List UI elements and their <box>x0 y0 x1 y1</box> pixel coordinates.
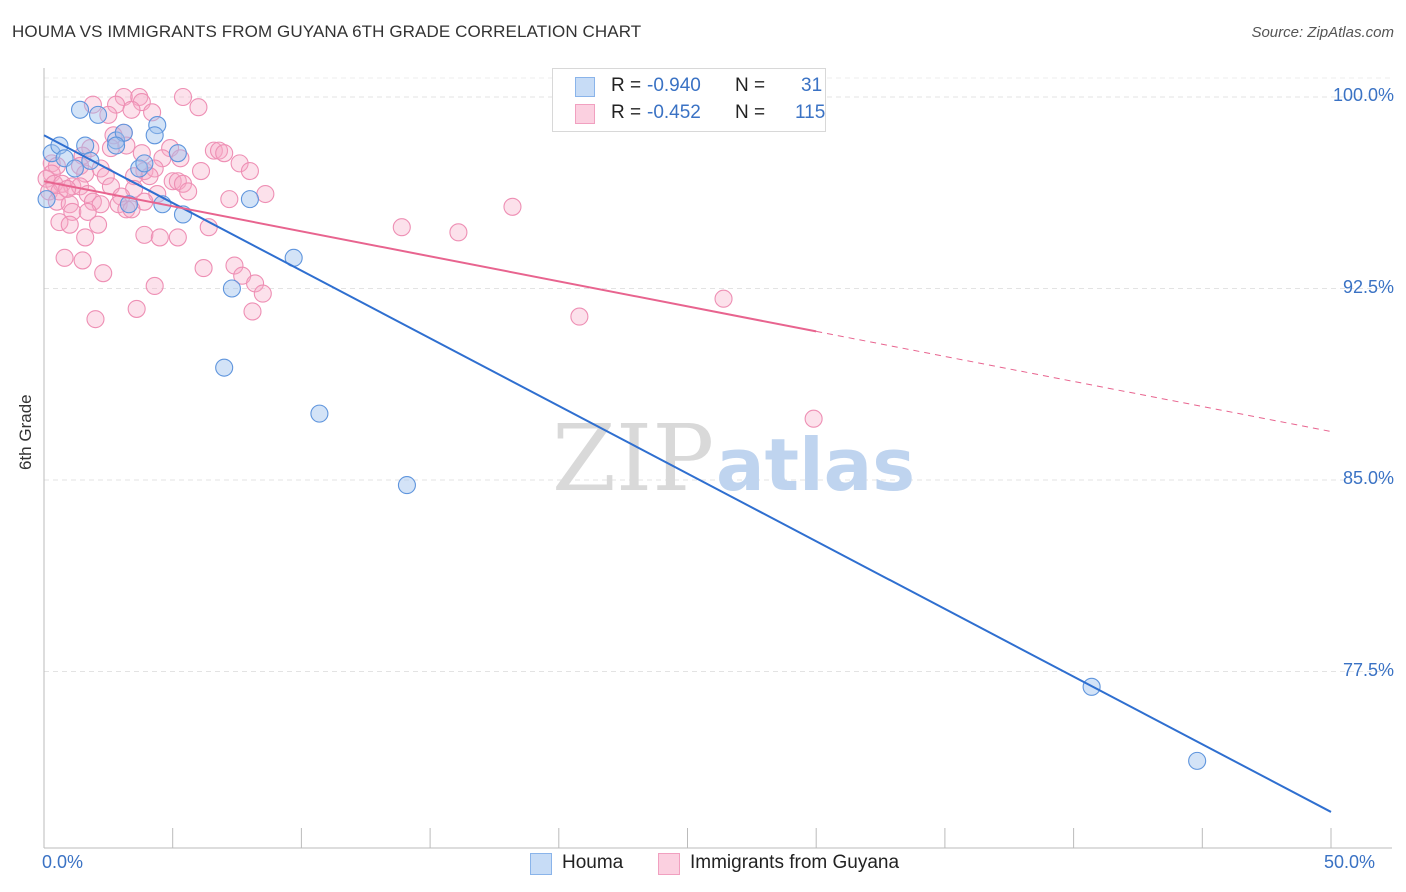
guyana-point <box>804 409 823 428</box>
legend-n-label: N = <box>735 75 766 96</box>
guyana-trend-extension <box>816 330 1332 432</box>
legend-r-value: -0.940 <box>647 75 701 96</box>
guyana-point <box>246 274 265 293</box>
houma-point <box>222 279 241 298</box>
guyana-point <box>127 299 146 318</box>
guyana-point <box>135 225 154 244</box>
guyana-point <box>86 310 105 329</box>
guyana-point <box>78 202 97 221</box>
houma-point <box>89 105 108 124</box>
watermark: ZIP atlas <box>552 405 915 512</box>
houma-trend-line <box>43 134 1332 813</box>
houma-point <box>107 136 126 155</box>
houma-point <box>215 358 234 377</box>
guyana-point <box>135 161 154 181</box>
legend-swatch-houma <box>575 77 595 97</box>
houma-point <box>397 476 416 495</box>
guyana-point <box>122 100 141 119</box>
guyana-point <box>204 141 223 160</box>
legend-n-value: 115 <box>795 102 826 123</box>
correlation-legend: R = -0.940 N = 31 R = -0.452 N = 115 <box>552 68 826 132</box>
guyana-point <box>230 154 249 173</box>
guyana-point <box>225 256 244 275</box>
guyana-point <box>173 87 193 107</box>
houma-point <box>76 136 95 155</box>
guyana-point <box>60 215 79 234</box>
guyana-point <box>240 161 259 181</box>
y-tick-label: 85.0% <box>1342 468 1394 488</box>
guyana-point <box>89 215 108 234</box>
guyana-point <box>256 184 275 204</box>
houma-point <box>148 116 167 135</box>
y-tick-label: 77.5% <box>1342 659 1394 680</box>
guyana-point <box>503 197 522 216</box>
guyana-point <box>220 190 239 209</box>
guyana-point <box>81 139 100 158</box>
guyana-point <box>99 105 118 124</box>
houma-point <box>168 144 187 163</box>
houma-point <box>70 100 90 119</box>
houma-point <box>65 159 84 178</box>
houma-point <box>1188 751 1207 770</box>
x-tick-label-left: 0.0% <box>42 852 84 872</box>
bottom-legend-swatch-guyana <box>658 853 680 875</box>
guyana-point <box>150 228 169 247</box>
houma-point <box>119 195 138 214</box>
guyana-point <box>253 284 272 303</box>
y-tick-label: 100.0% <box>1332 85 1394 105</box>
houma-point <box>145 126 164 145</box>
guyana-point <box>714 289 733 308</box>
houma-point <box>107 131 126 150</box>
guyana-point <box>449 223 468 242</box>
y-tick-label: 92.5% <box>1342 276 1394 297</box>
guyana-point <box>132 144 151 163</box>
guyana-point <box>209 141 229 160</box>
x-tick-label-right: 50.0% <box>1324 852 1376 872</box>
bottom-legend-swatch-houma <box>530 853 552 875</box>
guyana-point <box>117 200 136 219</box>
houma-point <box>37 190 56 209</box>
guyana-point <box>168 228 187 247</box>
houma-point <box>240 190 259 209</box>
guyana-point <box>171 149 190 168</box>
guyana-point <box>55 248 74 267</box>
watermark-zip: ZIP <box>552 405 714 512</box>
guyana-point <box>76 228 95 247</box>
guyana-point <box>122 200 141 219</box>
guyana-point <box>243 302 262 321</box>
guyana-point <box>570 307 589 326</box>
legend-r-label: R = <box>611 75 642 96</box>
guyana-point <box>179 182 198 201</box>
legend-r-label: R = <box>611 102 642 123</box>
chart-title: HOUMA VS IMMIGRANTS FROM GUYANA 6TH GRAD… <box>12 22 642 41</box>
legend-n-value: 31 <box>801 75 823 96</box>
guyana-point <box>94 264 113 283</box>
guyana-point <box>73 251 92 270</box>
source-label: Source: ZipAtlas.com <box>1251 24 1394 41</box>
guyana-trend-line <box>43 180 817 333</box>
trend-layer <box>43 134 1332 813</box>
guyana-point <box>191 161 211 181</box>
houma-point <box>130 159 149 178</box>
legend-r-value: -0.452 <box>647 102 701 123</box>
legend-swatch-guyana <box>575 104 595 124</box>
houma-point <box>81 151 100 170</box>
guyana-point <box>163 172 182 191</box>
bottom-legend-label-guyana: Immigrants from Guyana <box>690 852 900 873</box>
bottom-legend-label-houma: Houma <box>562 852 624 873</box>
guyana-point <box>215 144 234 163</box>
guyana-point <box>392 218 411 237</box>
legend-n-label: N = <box>735 102 766 123</box>
watermark-atlas: atlas <box>716 423 915 507</box>
guyana-point <box>194 259 213 278</box>
guyana-point <box>189 98 208 117</box>
guyana-point <box>50 213 69 232</box>
houma-point <box>135 154 154 173</box>
guyana-point <box>145 276 164 295</box>
houma-point <box>310 404 329 423</box>
